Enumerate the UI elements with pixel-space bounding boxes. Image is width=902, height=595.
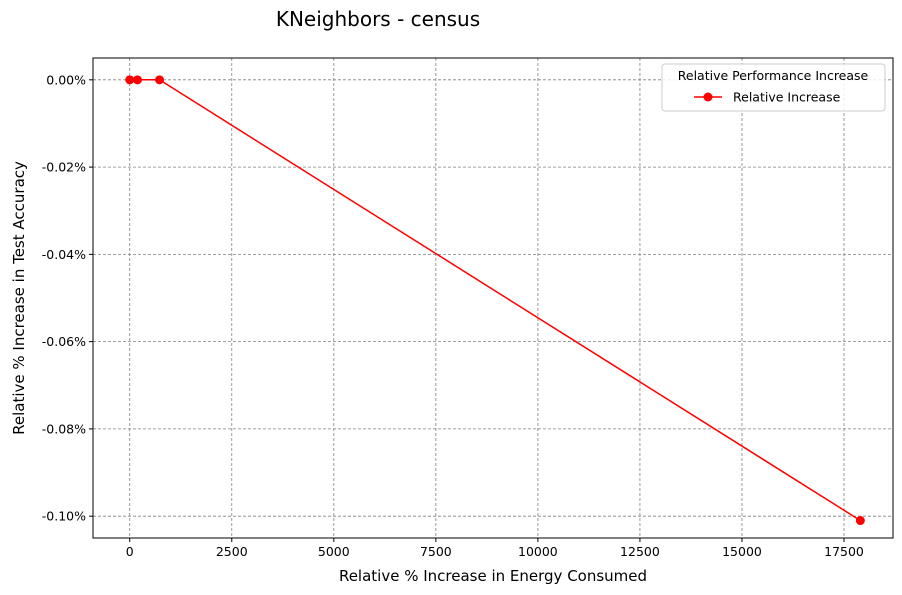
data-point — [155, 75, 165, 85]
y-tick-label: 0.00% — [46, 72, 86, 87]
x-tick-label: 12500 — [620, 544, 660, 559]
x-tick-label: 2500 — [216, 544, 248, 559]
grid — [93, 58, 893, 538]
x-tick-label: 10000 — [518, 544, 558, 559]
x-tick-label: 0 — [126, 544, 134, 559]
data-point — [855, 516, 865, 526]
y-axis-label: Relative % Increase in Test Accuracy — [10, 161, 28, 435]
x-tick-label: 15000 — [722, 544, 762, 559]
series-layer — [125, 75, 865, 526]
ticks: 0 2500 5000 7500 10000 12500 15000 17500 0.00% -0… — [42, 72, 864, 559]
legend-label-relative-increase: Relative Increase — [733, 90, 841, 105]
legend-box — [661, 63, 886, 112]
legend-title: Relative Performance Increase — [678, 68, 869, 83]
y-tick-label: -0.10% — [42, 509, 86, 524]
y-tick-label: -0.08% — [42, 421, 86, 436]
x-tick-label: 17500 — [824, 544, 864, 559]
x-axis-label: Relative % Increase in Energy Consumed — [339, 567, 647, 585]
x-tick-label: 7500 — [420, 544, 452, 559]
data-point — [132, 75, 142, 85]
data-point — [125, 75, 135, 85]
y-tick-label: -0.02% — [42, 160, 86, 175]
y-tick-label: -0.04% — [42, 247, 86, 262]
chart-title: KNeighbors - census — [276, 7, 480, 31]
plot-frame — [92, 57, 894, 539]
legend: Relative Performance Increase Relative I… — [661, 63, 886, 112]
x-tick-label: 5000 — [318, 544, 350, 559]
legend-marker-swatch — [703, 92, 713, 102]
y-tick-label: -0.06% — [42, 334, 86, 349]
